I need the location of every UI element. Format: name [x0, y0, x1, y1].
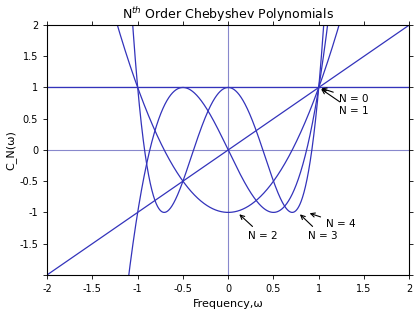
Y-axis label: C_N(ω): C_N(ω) — [5, 130, 16, 170]
Text: N = 0: N = 0 — [323, 88, 368, 104]
Text: N = 4: N = 4 — [311, 213, 356, 229]
Title: N$^{th}$ Order Chebyshev Polynomials: N$^{th}$ Order Chebyshev Polynomials — [122, 6, 334, 25]
Text: N = 3: N = 3 — [301, 215, 338, 241]
X-axis label: Frequency,ω: Frequency,ω — [193, 300, 264, 309]
Text: N = 1: N = 1 — [322, 90, 368, 116]
Text: N = 2: N = 2 — [240, 215, 278, 241]
